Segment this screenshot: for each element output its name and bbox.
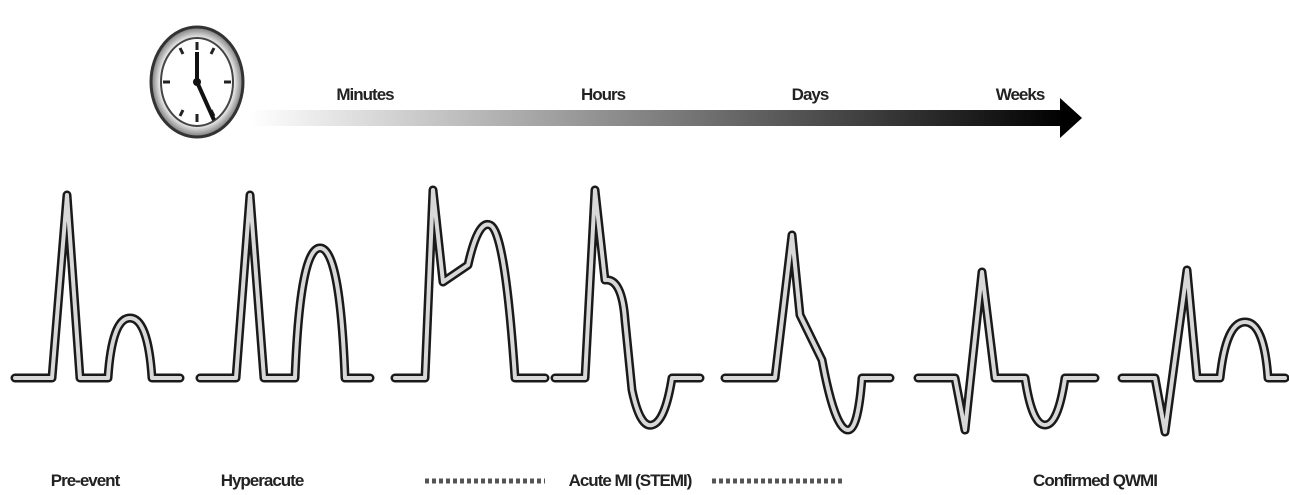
ecg-waveforms xyxy=(10,185,1289,437)
stage-label: Pre-event xyxy=(51,471,121,490)
stage-label: Hyperacute xyxy=(221,471,304,490)
time-arrow xyxy=(250,98,1082,138)
timeline-label: Days xyxy=(792,85,829,104)
timeline-label: Minutes xyxy=(336,85,394,104)
timeline-label: Weeks xyxy=(996,85,1045,104)
stage-label: Acute MI (STEMI) xyxy=(569,471,692,490)
clock-icon xyxy=(149,25,245,139)
stage-label: Confirmed QWMI xyxy=(1033,471,1157,490)
timeline-label: Hours xyxy=(581,85,626,104)
